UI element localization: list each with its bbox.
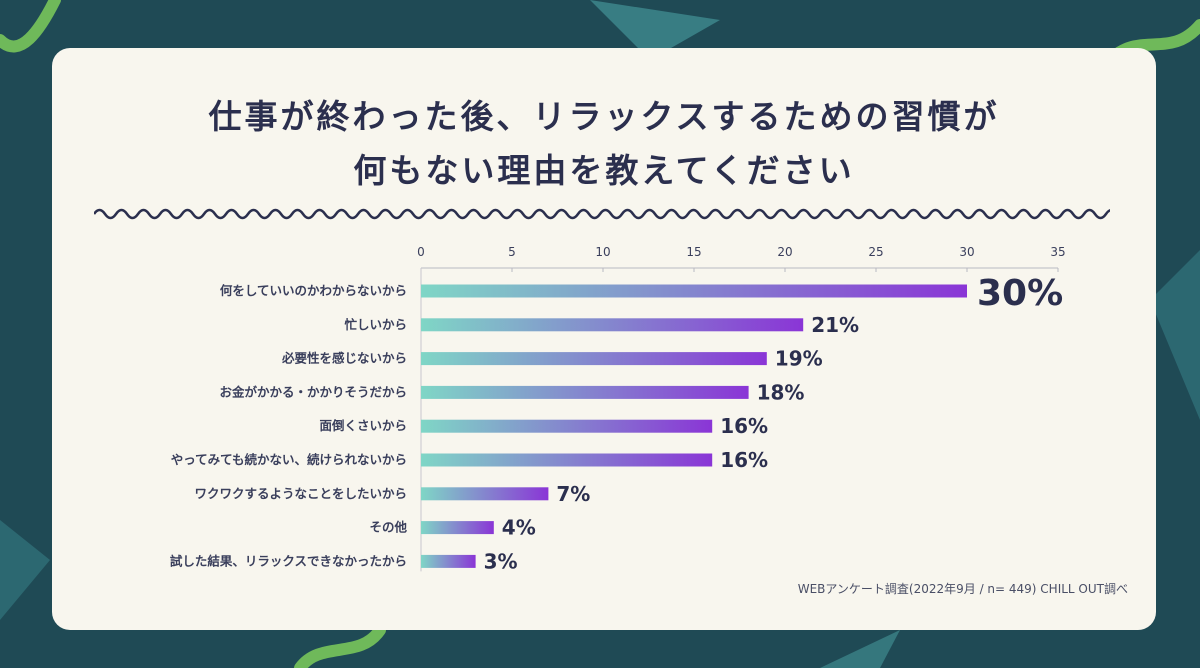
bar (421, 554, 476, 568)
x-tick-label: 15 (686, 245, 701, 259)
bar-chart: 0 5 10 15 20 25 30 35 何をしていいのかわからないから 30% 忙しいから 21… (170, 245, 1066, 573)
value-label: 21% (811, 313, 859, 337)
category-label: 必要性を感じないから (281, 351, 407, 366)
wave-divider (94, 208, 1110, 220)
bar (421, 352, 767, 366)
value-label: 3% (484, 549, 518, 573)
value-label: 30% (977, 273, 1063, 314)
x-tick-label: 25 (868, 245, 883, 259)
bar (421, 487, 549, 501)
value-label: 16% (720, 448, 768, 472)
x-tick-label: 0 (417, 245, 425, 259)
value-label: 18% (757, 380, 805, 404)
x-tick-label: 20 (777, 245, 792, 259)
category-label: 何をしていいのかわからないから (220, 283, 407, 298)
category-label: お金がかかる・かかりそうだから (219, 384, 407, 399)
x-tick-label: 35 (1050, 245, 1065, 259)
bar (421, 385, 749, 399)
category-label: 試した結果、リラックスできなかったから (170, 553, 407, 568)
bar (421, 318, 804, 332)
category-label: やってみても続かない、続けられないから (171, 452, 407, 467)
category-label: 面倒くさいから (319, 418, 407, 433)
survey-card: 仕事が終わった後、リラックスするための習慣が 何もない理由を教えてください 0 5… (52, 48, 1156, 630)
bar (421, 419, 713, 433)
category-label: その他 (369, 520, 407, 535)
x-tick-label: 10 (595, 245, 610, 259)
x-tick-label: 5 (508, 245, 516, 259)
bar (421, 453, 713, 467)
category-label: ワクワクするようなことをしたいから (194, 486, 407, 501)
chart-title-line-2: 何もない理由を教えてください (353, 151, 855, 190)
value-label: 4% (502, 516, 536, 540)
bar (421, 521, 494, 535)
source-note: WEBアンケート調査(2022年9月 / n= 449) CHILL OUT調べ (797, 582, 1128, 596)
value-label: 16% (720, 414, 768, 438)
value-label: 7% (556, 482, 590, 506)
x-tick-label: 30 (959, 245, 974, 259)
category-label: 忙しいから (344, 317, 407, 332)
bar (421, 284, 967, 298)
value-label: 19% (775, 347, 823, 371)
chart-title-line-1: 仕事が終わった後、リラックスするための習慣が (208, 97, 1000, 136)
